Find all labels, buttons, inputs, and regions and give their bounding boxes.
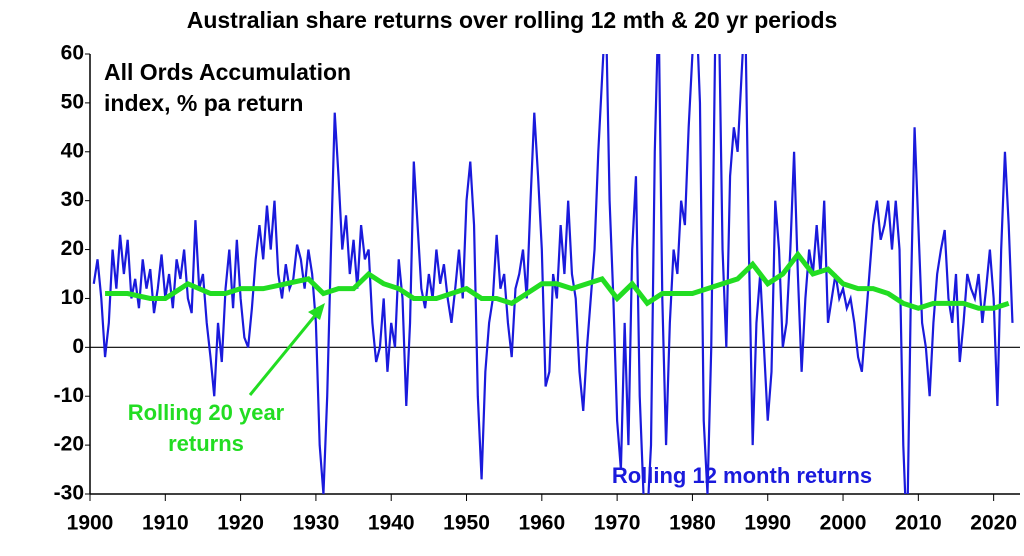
x-tick-label: 1990 — [744, 512, 791, 535]
axes — [85, 53, 1020, 501]
x-tick-label: 1950 — [443, 512, 490, 535]
series-label: Rolling 12 month returns — [612, 463, 872, 488]
y-tick-label: -30 — [54, 482, 84, 505]
y-tick-label: 0 — [72, 335, 84, 358]
y-tick-label: -10 — [54, 384, 84, 407]
labels: -30 -20 -10 0 10 20 30 40 50 60 1900 1910 1920 1930 19… — [54, 42, 1017, 535]
annotation: returns — [168, 431, 244, 456]
x-tick-label: 1930 — [293, 512, 340, 535]
x-tick-label: 1960 — [518, 512, 565, 535]
x-tick-label: 1920 — [217, 512, 264, 535]
arrow — [248, 311, 320, 396]
y-tick-label: 60 — [61, 42, 84, 65]
x-tick-label: 1980 — [669, 512, 716, 535]
plot — [92, 54, 1014, 494]
annotation: All Ords Accumulation — [104, 59, 351, 85]
y-tick-label: -20 — [54, 433, 84, 456]
chart-title: Australian share returns over rolling 12… — [187, 7, 838, 33]
x-tick-label: 2020 — [970, 512, 1017, 535]
x-tick-label: 2000 — [820, 512, 867, 535]
y-tick-label: 30 — [61, 188, 84, 211]
x-tick-label: 1900 — [67, 512, 114, 535]
series-line — [92, 54, 1014, 494]
y-tick-label: 20 — [61, 237, 84, 260]
series-line — [105, 250, 1010, 311]
x-tick-label: 1940 — [368, 512, 415, 535]
y-tick-label: 50 — [61, 90, 84, 113]
arrow-head — [308, 303, 325, 320]
annotation: Rolling 20 year — [128, 400, 285, 425]
x-tick-label: 1910 — [142, 512, 189, 535]
y-tick-label: 40 — [61, 139, 84, 162]
annotation: index, % pa return — [104, 90, 303, 116]
x-tick-label: 2010 — [895, 512, 942, 535]
y-tick-label: 10 — [61, 286, 84, 309]
x-tick-label: 1970 — [594, 512, 641, 535]
